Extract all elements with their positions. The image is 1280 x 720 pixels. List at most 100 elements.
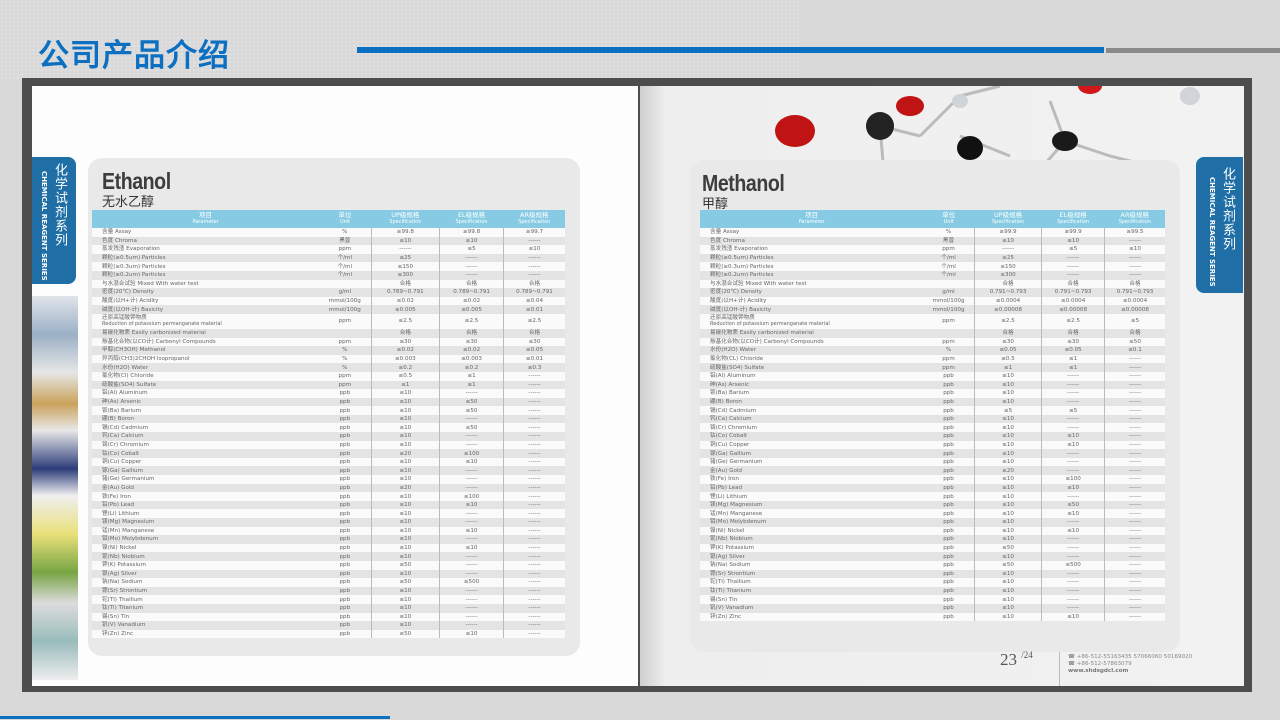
unit-cell: g/ml bbox=[319, 288, 372, 297]
el-spec-cell: ≤50 bbox=[439, 397, 504, 407]
el-spec-cell: ------ bbox=[439, 466, 504, 476]
table-row: 铝(Al) Aluminum ppb ≤10 ------ ------ bbox=[92, 389, 565, 398]
ar-spec-cell: ------ bbox=[503, 492, 565, 501]
table-row: 金(Au) Gold ppb ≤20 ------ ------ bbox=[92, 483, 565, 493]
table-row: 镓(Ga) Gallium ppb ≤10 ------ ------ bbox=[700, 449, 1165, 458]
parameter-cell: 金(Au) Gold bbox=[92, 483, 320, 493]
ethanol-title-cn: 无水乙醇 bbox=[102, 195, 155, 210]
unit-cell: ppb bbox=[319, 483, 372, 493]
up-spec-cell: ≤10 bbox=[371, 518, 441, 527]
parameter-cell: 钒(V) Vanadium bbox=[92, 621, 320, 630]
parameter-cell: 镓(Ga) Gallium bbox=[700, 449, 924, 458]
up-spec-cell: 0.789~0.791 bbox=[371, 288, 441, 297]
unit-cell: ppb bbox=[319, 526, 372, 536]
table-row: 钒(V) Vanadium ppb ≤10 ------ ------ bbox=[92, 621, 565, 630]
parameter-cell: 钾(K) Potassium bbox=[700, 543, 924, 553]
ar-spec-cell: ------ bbox=[1104, 466, 1165, 476]
up-spec-cell: ≤10 bbox=[371, 236, 441, 246]
ar-spec-cell: ------ bbox=[1104, 253, 1165, 263]
table-row: 羰基化合物(以CO计) Carbonyl Compounds ppm ≤30 ≤30 ≤… bbox=[700, 337, 1165, 347]
ar-spec-cell: ------ bbox=[503, 535, 565, 544]
up-spec-cell: ≥99.8 bbox=[371, 228, 441, 237]
table-row: 钾(K) Potassium ppb ≤50 ------ ------ bbox=[700, 543, 1165, 553]
table-row: 钡(Ba) Barium ppb ≤10 ------ ------ bbox=[700, 389, 1165, 398]
table-row: 硼(B) Boron ppb ≤10 ------ ------ bbox=[700, 397, 1165, 407]
unit-cell: ppm bbox=[319, 380, 372, 390]
ar-spec-cell: ≤0.01 bbox=[503, 305, 565, 314]
up-spec-cell: ≤10 bbox=[371, 492, 441, 501]
ar-spec-cell: ------ bbox=[1104, 552, 1165, 561]
parameter-cell: 铁(Fe) Iron bbox=[92, 492, 320, 501]
unit-cell: ppb bbox=[923, 526, 975, 536]
unit-cell: 个/ml bbox=[319, 253, 372, 263]
parameter-cell: 钙(Ca) Calcium bbox=[700, 414, 924, 424]
ar-spec-cell: ≥99.7 bbox=[503, 228, 565, 237]
ar-spec-cell: ≤50 bbox=[1104, 337, 1165, 347]
ar-spec-cell: ------ bbox=[503, 612, 565, 622]
table-row: 镓(Ga) Gallium ppb ≤10 ------ ------ bbox=[92, 466, 565, 476]
unit-cell: ppb bbox=[319, 612, 372, 622]
up-spec-cell: ≤2.5 bbox=[371, 313, 441, 329]
el-spec-cell: ≤50 bbox=[439, 406, 504, 415]
table-row: 钠(Na) Sodium ppb ≤50 ≤500 ------ bbox=[92, 578, 565, 587]
methanol-title: Methanol bbox=[702, 170, 785, 196]
table-row: 氯化物(Cl) Chloride ppm ≤0.5 ≤1 ------ bbox=[92, 371, 565, 381]
table-row: 颗粒(≥0.2um) Particles 个/ml ≤300 ------ ------ bbox=[700, 270, 1165, 280]
el-spec-cell: ≤100 bbox=[439, 492, 504, 501]
ar-spec-cell: 合格 bbox=[503, 328, 565, 338]
unit-cell: ppb bbox=[319, 518, 372, 527]
el-spec-cell: ≤1 bbox=[1041, 363, 1106, 372]
table-row: 银(Ag) Silver ppb ≤10 ------ ------ bbox=[700, 552, 1165, 561]
el-spec-cell: ≤10 bbox=[1041, 432, 1106, 441]
up-spec-cell: ≤0.005 bbox=[371, 305, 441, 314]
table-row: 密度(20℃) Density g/ml 0.791~0.793 0.791~0.79… bbox=[700, 288, 1165, 297]
up-spec-cell: ≤50 bbox=[371, 578, 441, 587]
el-spec-cell: ≤10 bbox=[1041, 440, 1106, 450]
up-spec-cell: ≤20 bbox=[974, 466, 1043, 476]
el-spec-cell: ------ bbox=[439, 518, 504, 527]
table-row: 颗粒(≥0.5um) Particles 个/ml ≤25 ------ ------ bbox=[700, 253, 1165, 263]
up-spec-cell: ≤150 bbox=[974, 262, 1043, 271]
unit-cell: ppb bbox=[319, 423, 372, 433]
parameter-cell: 锗(Ge) Germanium bbox=[92, 475, 320, 484]
ar-spec-cell: ------ bbox=[1104, 406, 1165, 415]
table-row: 硼(B) Boron ppb ≤10 ------ ------ bbox=[92, 414, 565, 424]
table-row: 色度 Chroma 黑曾 ≤10 ≤10 ------ bbox=[700, 236, 1165, 246]
ar-spec-cell: ------ bbox=[1104, 236, 1165, 246]
table-row: 镁(Mg) Magnesium ppb ≤10 ------ ------ bbox=[92, 518, 565, 527]
unit-cell: ppb bbox=[319, 543, 372, 553]
up-spec-cell: ≤10 bbox=[371, 595, 441, 604]
parameter-cell: 锰(Mn) Manganese bbox=[700, 509, 924, 518]
unit-cell: g/ml bbox=[923, 288, 975, 297]
table-row: 砷(As) Arsenic ppb ≤10 ------ ------ bbox=[700, 380, 1165, 390]
el-spec-cell: ≤0.00008 bbox=[1041, 305, 1106, 314]
unit-cell: % bbox=[923, 228, 975, 237]
unit-cell: ppb bbox=[319, 578, 372, 587]
parameter-cell: 含量 Assay bbox=[92, 228, 320, 237]
el-spec-cell: ≤0.02 bbox=[439, 296, 504, 306]
contact-fax: ☎ +86-512-57863079 bbox=[1068, 661, 1132, 667]
table-row: 锗(Ge) Germanium ppb ≤10 ------ ------ bbox=[92, 475, 565, 484]
unit-cell: ppb bbox=[923, 397, 975, 407]
contact-phone: ☎ +86-512-55163435 57066060 50169020 bbox=[1068, 654, 1193, 660]
parameter-cell: 铜(Cu) Copper bbox=[700, 440, 924, 450]
table-row: 易碳化物质 Easily carbonized material 合格 合格 合格 bbox=[92, 328, 565, 338]
parameter-cell: 还原高锰酸钾物质 Reduction of potassium permangan… bbox=[92, 313, 320, 329]
parameter-cell: 铊(Tl) Thallium bbox=[700, 578, 924, 587]
table-row: 铌(Nb) Niobium ppb ≤10 ------ ------ bbox=[92, 552, 565, 561]
unit-cell: ppb bbox=[923, 603, 975, 613]
el-spec-cell: ------ bbox=[1041, 518, 1106, 527]
up-spec-cell: ≤10 bbox=[371, 406, 441, 415]
parameter-cell: 硼(B) Boron bbox=[700, 397, 924, 407]
parameter-cell: 锡(Sn) Tin bbox=[92, 612, 320, 622]
el-spec-cell: ≤100 bbox=[1041, 475, 1106, 484]
parameter-cell: 锶(Sr) Strontium bbox=[700, 569, 924, 579]
ar-spec-cell: ------ bbox=[503, 262, 565, 271]
side-tab-en: CHEMICAL REAGENT SERIES bbox=[40, 171, 48, 281]
unit-cell: ppb bbox=[319, 440, 372, 450]
col-up: UP级规格 Specification bbox=[371, 210, 440, 228]
el-spec-cell: ------ bbox=[439, 475, 504, 484]
parameter-cell: 锡(Sn) Tin bbox=[700, 595, 924, 604]
table-row: 酸度(以H+计) Acidity mmol/100g ≤0.0004 ≤0.0004 ≤… bbox=[700, 296, 1165, 306]
table-row: 钼(Mo) Molybdenum ppb ≤10 ------ ------ bbox=[92, 535, 565, 544]
